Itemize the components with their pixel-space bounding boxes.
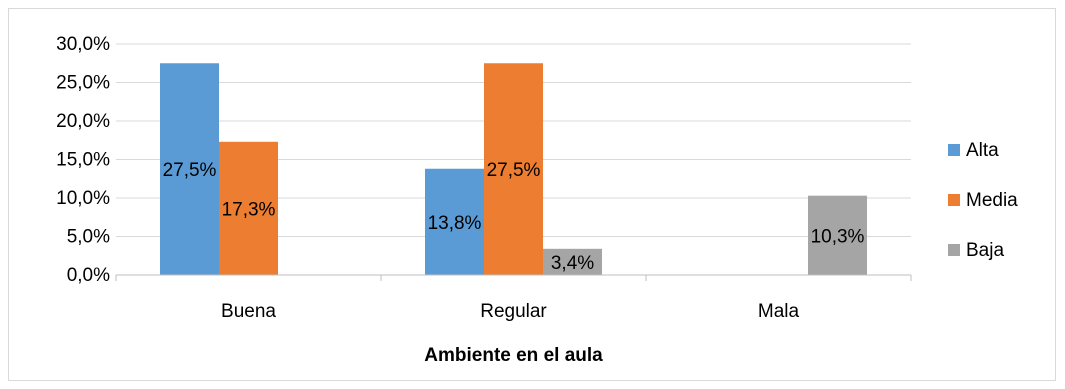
data-labels: 27,5%13,8%17,3%27,5%3,4%10,3% xyxy=(163,160,865,274)
y-tick-label: 0,0% xyxy=(67,265,110,286)
x-tick-label: Mala xyxy=(758,301,800,322)
y-tick-label: 30,0% xyxy=(56,34,110,55)
legend-swatch-baja xyxy=(948,244,960,256)
data-label: 17,3% xyxy=(222,199,276,220)
chart-frame: 0,0% 5,0% 10,0% 15,0% 20,0% 25,0% 30,0% Buena R… xyxy=(8,8,1056,381)
bar-alta-buena xyxy=(160,63,219,275)
y-tick-label: 15,0% xyxy=(56,150,110,171)
x-tick-labels: Buena Regular Mala xyxy=(221,301,799,322)
data-label: 27,5% xyxy=(487,160,541,181)
bar-baja-regular xyxy=(543,248,602,275)
data-label: 3,4% xyxy=(551,253,594,274)
y-tick-label: 5,0% xyxy=(67,227,110,248)
legend-swatch-alta xyxy=(948,144,960,156)
y-tick-label: 10,0% xyxy=(56,188,110,209)
x-tick-label: Buena xyxy=(221,301,276,322)
x-tick-label: Regular xyxy=(480,301,547,322)
data-label: 27,5% xyxy=(163,160,217,181)
bar-media-regular xyxy=(484,63,543,275)
data-label: 10,3% xyxy=(811,226,865,247)
legend-label-media: Media xyxy=(966,190,1018,211)
bar-baja-mala xyxy=(808,195,867,275)
bars xyxy=(160,63,867,275)
y-tick-label: 25,0% xyxy=(56,73,110,94)
data-label: 13,8% xyxy=(428,213,482,234)
legend-label-baja: Baja xyxy=(966,240,1004,261)
bar-media-buena xyxy=(219,141,278,275)
legend-label-alta: Alta xyxy=(966,140,999,161)
bar-chart: 0,0% 5,0% 10,0% 15,0% 20,0% 25,0% 30,0% Buena R… xyxy=(56,34,1018,366)
x-axis-title: Ambiente en el aula xyxy=(424,345,603,366)
y-tick-labels: 0,0% 5,0% 10,0% 15,0% 20,0% 25,0% 30,0% xyxy=(56,34,110,286)
x-axis xyxy=(115,274,912,281)
bar-alta-regular xyxy=(425,168,484,275)
y-tick-label: 20,0% xyxy=(56,111,110,132)
legend-swatch-media xyxy=(948,194,960,206)
legend: Alta Media Baja xyxy=(948,140,1018,261)
